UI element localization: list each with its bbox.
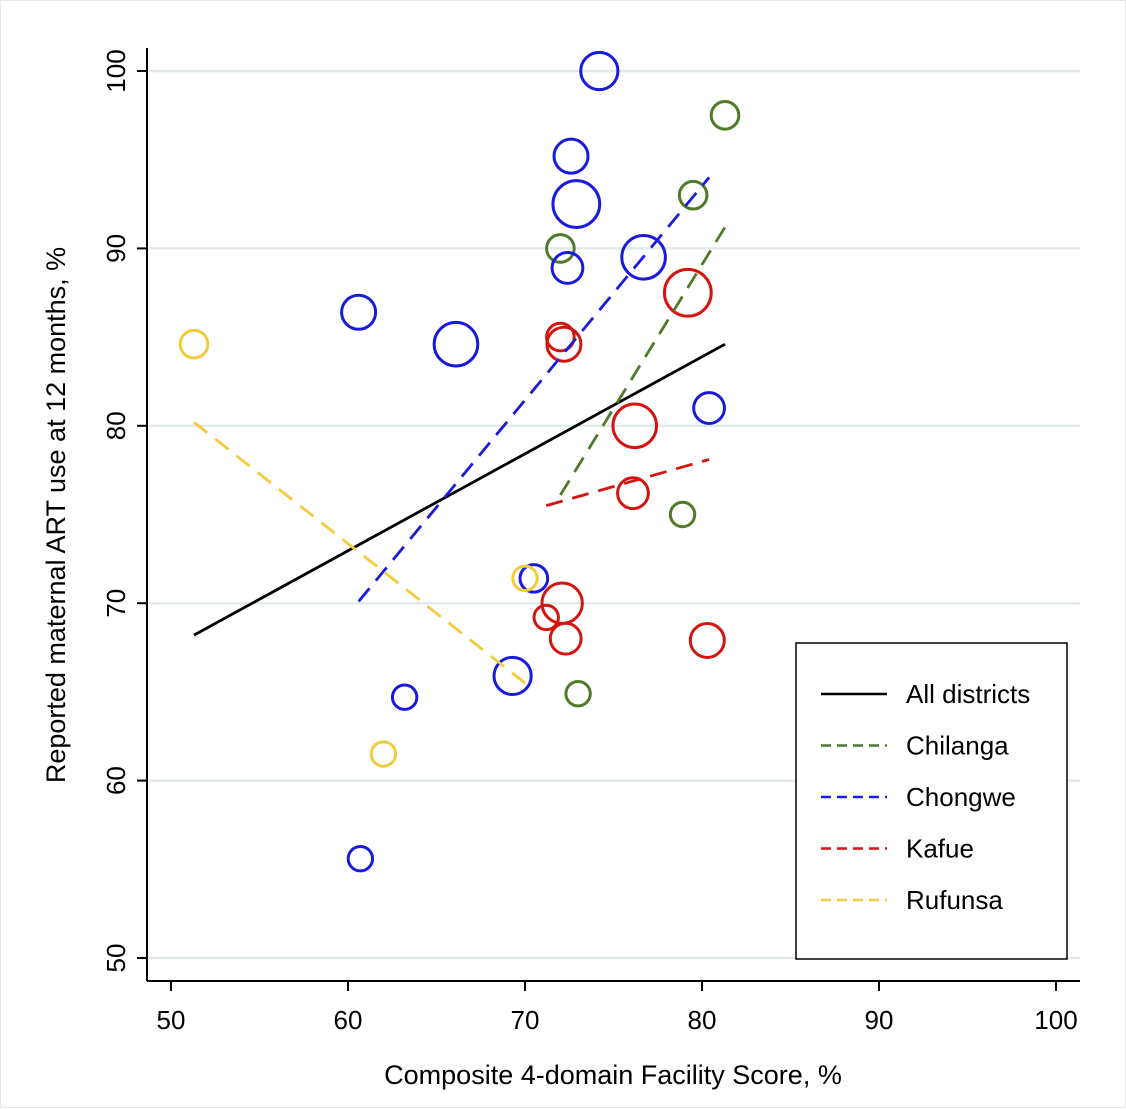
x-tick-label-70: 70 xyxy=(511,1005,540,1035)
point-chongwe-3 xyxy=(550,251,585,285)
point-chilanga-2 xyxy=(709,100,741,131)
point-chongwe-4 xyxy=(620,233,667,281)
point-chongwe-6 xyxy=(432,320,480,368)
y-tick-label-60: 60 xyxy=(101,766,131,795)
legend-label-all-districts: All districts xyxy=(906,679,1030,709)
legend-label-chilanga: Chilanga xyxy=(906,731,1009,761)
point-kafue-7 xyxy=(548,621,583,656)
point-chongwe-1 xyxy=(552,137,590,175)
point-chilanga-1 xyxy=(677,179,709,211)
x-tick-label-50: 50 xyxy=(157,1005,186,1035)
point-kafue-4 xyxy=(616,476,650,511)
point-chilanga-3 xyxy=(668,500,697,529)
point-kafue-2 xyxy=(662,267,713,318)
point-chongwe-9 xyxy=(492,655,533,697)
legend-label-kafue: Kafue xyxy=(906,834,974,864)
point-chongwe-7 xyxy=(692,391,726,425)
fit-line-rufunsa xyxy=(193,421,526,685)
point-chongwe-5 xyxy=(340,293,378,331)
x-axis-title: Composite 4-domain Facility Score, % xyxy=(384,1060,842,1090)
legend-label-rufunsa: Rufunsa xyxy=(906,885,1003,915)
point-chilanga-4 xyxy=(564,679,592,708)
point-rufunsa-2 xyxy=(369,740,398,768)
y-tick-label-50: 50 xyxy=(101,944,131,973)
point-chongwe-2 xyxy=(551,179,602,229)
point-rufunsa-1 xyxy=(511,564,539,593)
axes xyxy=(146,48,1080,982)
point-kafue-6 xyxy=(532,603,560,632)
point-chongwe-8 xyxy=(518,563,550,594)
fit-line-all-districts xyxy=(193,342,726,637)
fit-line-kafue xyxy=(545,458,710,507)
point-chongwe-0 xyxy=(579,50,620,92)
point-kafue-0 xyxy=(545,321,576,353)
y-axis-title: Reported maternal ART use at 12 months, … xyxy=(41,247,71,783)
legend-label-chongwe: Chongwe xyxy=(906,782,1016,812)
point-chilanga-0 xyxy=(545,233,576,264)
fit-line-chongwe xyxy=(357,176,711,603)
point-chongwe-10 xyxy=(390,683,419,711)
legend-box xyxy=(795,642,1068,960)
point-rufunsa-0 xyxy=(178,328,210,360)
fit-line-chilanga xyxy=(559,226,727,496)
y-tick-label-80: 80 xyxy=(101,411,131,440)
point-kafue-3 xyxy=(611,402,659,450)
point-kafue-1 xyxy=(545,325,583,363)
legend: All districts Chilanga Chongwe Kafue Rufunsa xyxy=(795,642,1068,960)
point-kafue-8 xyxy=(688,621,726,659)
x-tick-label-90: 90 xyxy=(865,1005,894,1035)
y-tick-label-70: 70 xyxy=(101,589,131,618)
x-tick-label-100: 100 xyxy=(1034,1005,1077,1035)
x-tick-label-60: 60 xyxy=(334,1005,363,1035)
axis-ticks: 50 60 70 80 90 100 50 60 70 80 90 100 xyxy=(101,49,1078,1035)
fit-lines xyxy=(193,176,727,685)
y-tick-label-90: 90 xyxy=(101,234,131,263)
y-tick-label-100: 100 xyxy=(101,49,131,92)
point-chongwe-11 xyxy=(346,844,375,873)
x-tick-label-80: 80 xyxy=(688,1005,717,1035)
data-points xyxy=(178,50,741,873)
